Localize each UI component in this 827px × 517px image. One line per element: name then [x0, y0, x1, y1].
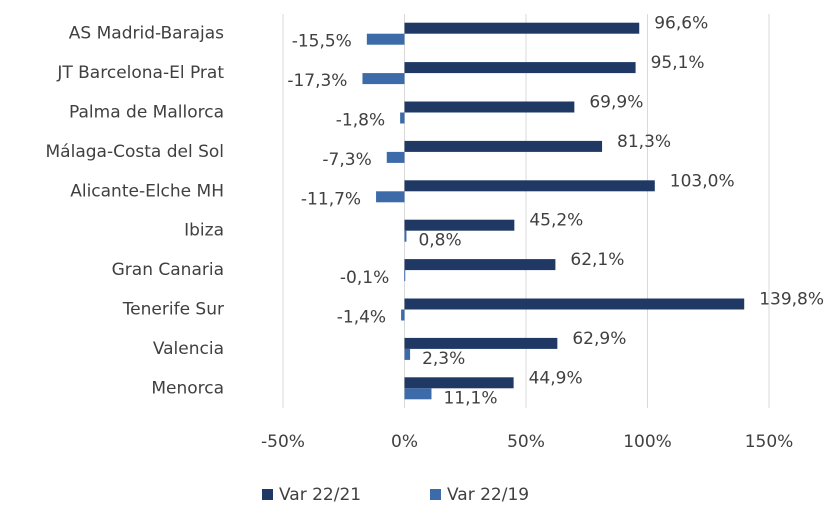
value-label: 62,9%	[572, 329, 626, 349]
bar	[376, 191, 405, 203]
y-tick-label: Ibiza	[184, 221, 224, 241]
value-label: -1,8%	[336, 111, 385, 131]
y-tick-label: AS Madrid-Barajas	[69, 24, 224, 44]
bar	[362, 73, 405, 85]
x-tick-label: 100%	[623, 432, 672, 452]
x-tick-label: -50%	[261, 432, 305, 452]
bar	[404, 22, 640, 34]
bar	[404, 259, 556, 271]
legend-label: Var 22/19	[447, 485, 529, 505]
y-tick-label: Palma de Mallorca	[69, 103, 224, 123]
y-tick-label: Valencia	[153, 339, 224, 359]
value-label: 139,8%	[759, 290, 824, 310]
bar	[386, 151, 405, 163]
value-label: -11,7%	[301, 189, 361, 209]
y-tick-label: Alicante-Elche MH	[70, 181, 224, 201]
bar	[404, 388, 432, 400]
bar	[404, 62, 636, 74]
value-label: 44,9%	[529, 368, 583, 388]
value-label: 95,1%	[651, 53, 705, 73]
x-tick-label: 50%	[507, 432, 545, 452]
bar	[404, 219, 515, 231]
bar	[366, 33, 405, 45]
y-tick-label: Tenerife Sur	[122, 300, 224, 320]
bar	[404, 298, 745, 310]
value-label: 45,2%	[529, 211, 583, 231]
bar	[404, 337, 558, 349]
value-label: 81,3%	[617, 132, 671, 152]
bar	[404, 101, 575, 113]
value-label: 2,3%	[422, 349, 465, 369]
bar	[404, 180, 655, 192]
y-tick-label: Gran Canaria	[112, 260, 224, 280]
value-label: 0,8%	[418, 231, 461, 251]
bar	[404, 348, 411, 360]
value-label: 69,9%	[589, 93, 643, 113]
value-label: 11,1%	[443, 388, 497, 408]
bar	[404, 377, 514, 389]
value-label: -0,1%	[340, 268, 389, 288]
bar	[404, 270, 406, 282]
legend-label: Var 22/21	[279, 485, 361, 505]
bar	[400, 112, 405, 124]
x-tick-label: 0%	[391, 432, 418, 452]
y-tick-label: Menorca	[151, 378, 224, 398]
value-label: -7,3%	[322, 150, 371, 170]
y-tick-label: Málaga-Costa del Sol	[46, 142, 224, 162]
legend-swatch	[430, 489, 441, 500]
x-tick-label: 150%	[745, 432, 794, 452]
value-label: 103,0%	[670, 171, 735, 191]
legend-swatch	[262, 489, 273, 500]
value-label: -1,4%	[337, 308, 386, 328]
value-label: 62,1%	[570, 250, 624, 270]
value-label: 96,6%	[654, 14, 708, 34]
bar	[404, 230, 407, 242]
y-tick-label: JT Barcelona-El Prat	[56, 63, 224, 83]
bar	[404, 140, 603, 152]
value-label: -17,3%	[287, 71, 347, 91]
value-label: -15,5%	[292, 32, 352, 52]
bar	[401, 309, 405, 321]
